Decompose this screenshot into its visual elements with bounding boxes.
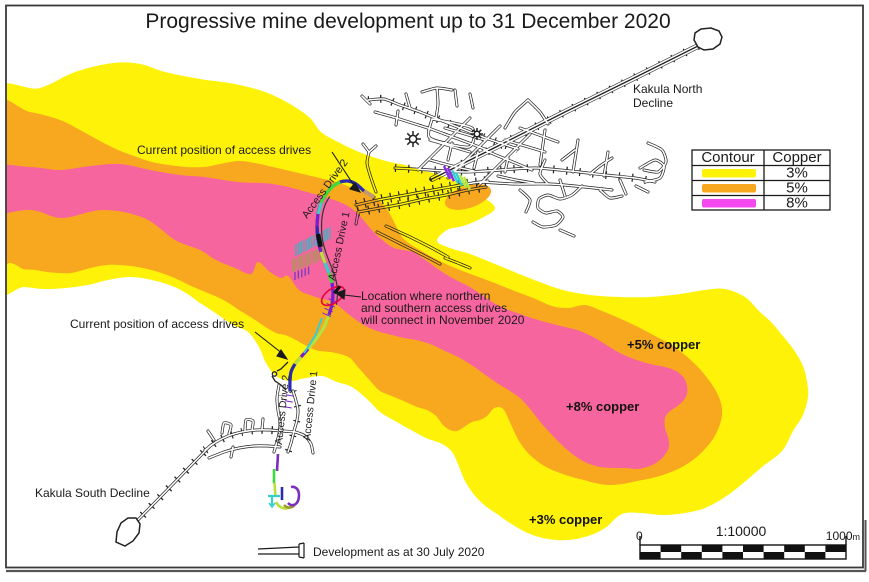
svg-text:will connect in November 2020: will connect in November 2020 [360, 313, 525, 327]
svg-text:Progressive mine development u: Progressive mine development up to 31 De… [145, 10, 670, 33]
svg-text:Decline: Decline [633, 96, 673, 110]
svg-text:+5% copper: +5% copper [627, 337, 700, 352]
svg-text:Kakula North: Kakula North [633, 82, 702, 96]
svg-text:Current position of access dri: Current position of access drives [137, 143, 311, 157]
svg-text:+3% copper: +3% copper [529, 512, 602, 527]
svg-text:5%: 5% [786, 180, 808, 197]
svg-text:+8% copper: +8% copper [566, 399, 639, 414]
svg-text:1000m: 1000m [826, 529, 860, 543]
svg-text:Kakula South Decline: Kakula South Decline [35, 486, 150, 500]
svg-text:Current position of access dri: Current position of access drives [70, 317, 244, 331]
svg-text:8%: 8% [786, 195, 808, 212]
svg-text:Location where northern: Location where northern [361, 289, 490, 303]
svg-text:Copper: Copper [772, 149, 821, 166]
svg-text:Contour: Contour [701, 149, 754, 166]
svg-text:3%: 3% [786, 165, 808, 182]
svg-text:Development as at 30 July 2020: Development as at 30 July 2020 [313, 545, 485, 559]
svg-text:1:10000: 1:10000 [716, 523, 767, 539]
svg-text:and southern access drives: and southern access drives [361, 301, 507, 315]
